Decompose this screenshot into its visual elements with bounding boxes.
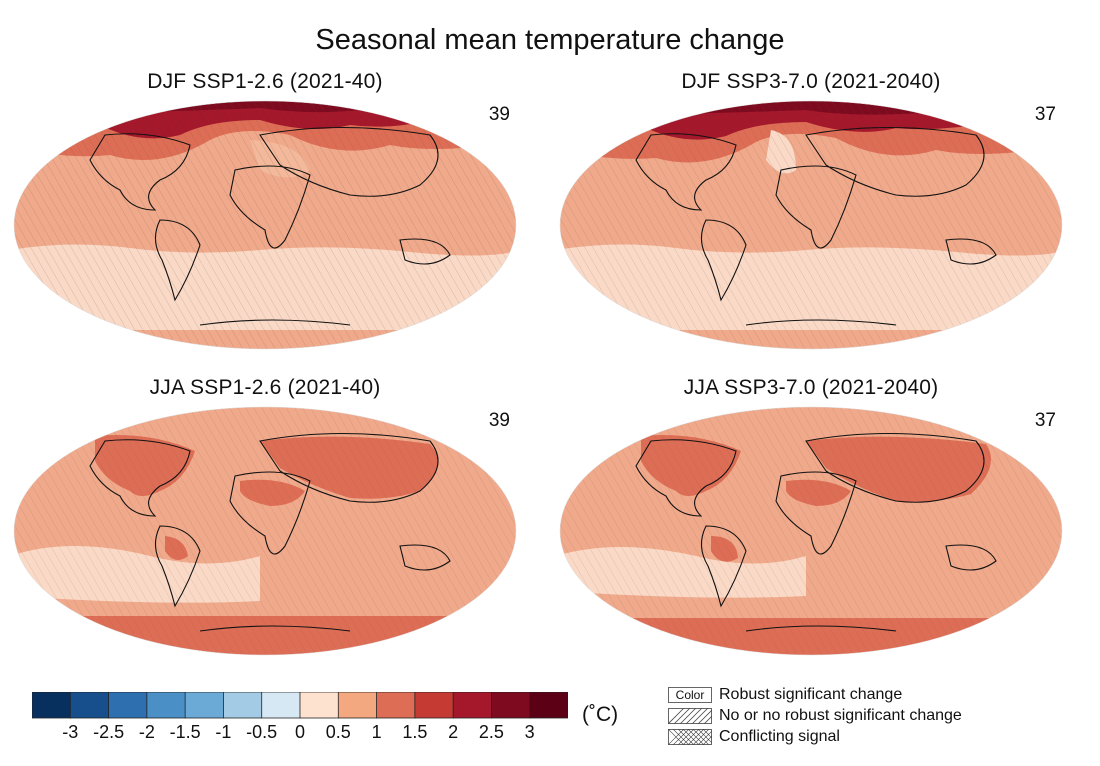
- legend-label-conflicting: Conflicting signal: [719, 728, 840, 745]
- colorbar-segment: [261, 692, 301, 719]
- colorbar-segment: [337, 692, 378, 719]
- figure-title: Seasonal mean temperature change: [315, 24, 785, 56]
- colorbar-segment: [223, 692, 263, 719]
- colorbar-unit: (˚C): [582, 703, 619, 726]
- map-panel-jja-ssp370: JJA SSP3-7.0 (2021-2040) 37: [556, 376, 1066, 656]
- colorbar-segment: [414, 692, 454, 719]
- legend-label-robust: Robust significant change: [719, 686, 903, 703]
- legend-color-box: Color: [668, 687, 712, 703]
- colorbar-segment: [108, 692, 148, 719]
- colorbar-segment: [376, 692, 416, 719]
- map-panel-jja-ssp126: JJA SSP1-2.6 (2021-40) 39: [10, 376, 520, 656]
- colorbar-tick-label: -0.5: [246, 722, 278, 742]
- map-panel-djf-ssp126: DJF SSP1-2.6 (2021-40) 39: [10, 70, 520, 350]
- colorbar-tick-label: 0: [294, 722, 306, 742]
- legend-label-no-robust: No or no robust significant change: [719, 707, 962, 724]
- model-count: 39: [488, 410, 510, 431]
- colorbar-tick-label: 3: [524, 722, 535, 742]
- legend-row-no-robust: No or no robust significant change: [668, 707, 962, 725]
- colorbar-segment: [32, 692, 71, 719]
- diagonal-hatch-icon: [668, 708, 712, 724]
- colorbar-tick-label: -2: [138, 722, 155, 742]
- hatching-legend: Color Robust significant change No or no…: [668, 684, 1088, 754]
- model-count: 37: [1034, 410, 1056, 431]
- colorbar-tick-label: -3: [62, 722, 79, 742]
- colorbar-tick-label: -1: [215, 722, 232, 742]
- colorbar-segment: [452, 692, 493, 719]
- colorbar-tick-labels: -3 -2.5 -2 -1.5 -1 -0.5 0 0.5 1 1.5 2 2.5 3: [32, 722, 572, 748]
- world-map: [559, 406, 1063, 656]
- world-map: [13, 100, 517, 350]
- world-map: [13, 406, 517, 656]
- colorbar-tick-label: 2: [448, 722, 459, 742]
- map-panel-djf-ssp370: DJF SSP3-7.0 (2021-2040) 37: [556, 70, 1066, 350]
- panel-title: JJA SSP3-7.0 (2021-2040): [683, 376, 939, 399]
- colorbar-segment: [69, 692, 110, 719]
- model-count: 37: [1034, 104, 1056, 125]
- colorbar-tick-label: 1: [371, 722, 382, 742]
- colorbar-segment: [299, 692, 339, 719]
- colorbar-tick-label: -1.5: [169, 722, 201, 742]
- colorbar-tick-label: 0.5: [325, 722, 351, 742]
- panel-title: DJF SSP3-7.0 (2021-2040): [681, 70, 941, 93]
- legend-row-conflicting: Conflicting signal: [668, 728, 840, 746]
- colorbar-tick-label: 1.5: [402, 722, 428, 742]
- panel-title: DJF SSP1-2.6 (2021-40): [147, 70, 383, 93]
- colorbar: [32, 692, 568, 719]
- legend-row-robust: Color Robust significant change: [668, 686, 902, 704]
- colorbar-segment: [491, 692, 531, 719]
- world-map: [559, 100, 1063, 350]
- colorbar-segment: [146, 692, 186, 719]
- colorbar-segment: [529, 692, 568, 719]
- panel-title: JJA SSP1-2.6 (2021-40): [149, 376, 381, 399]
- colorbar-tick-label: -2.5: [93, 722, 125, 742]
- model-count: 39: [488, 104, 510, 125]
- cross-hatch-icon: [668, 729, 712, 745]
- colorbar-tick-label: 2.5: [478, 722, 504, 742]
- colorbar-segment: [184, 692, 225, 719]
